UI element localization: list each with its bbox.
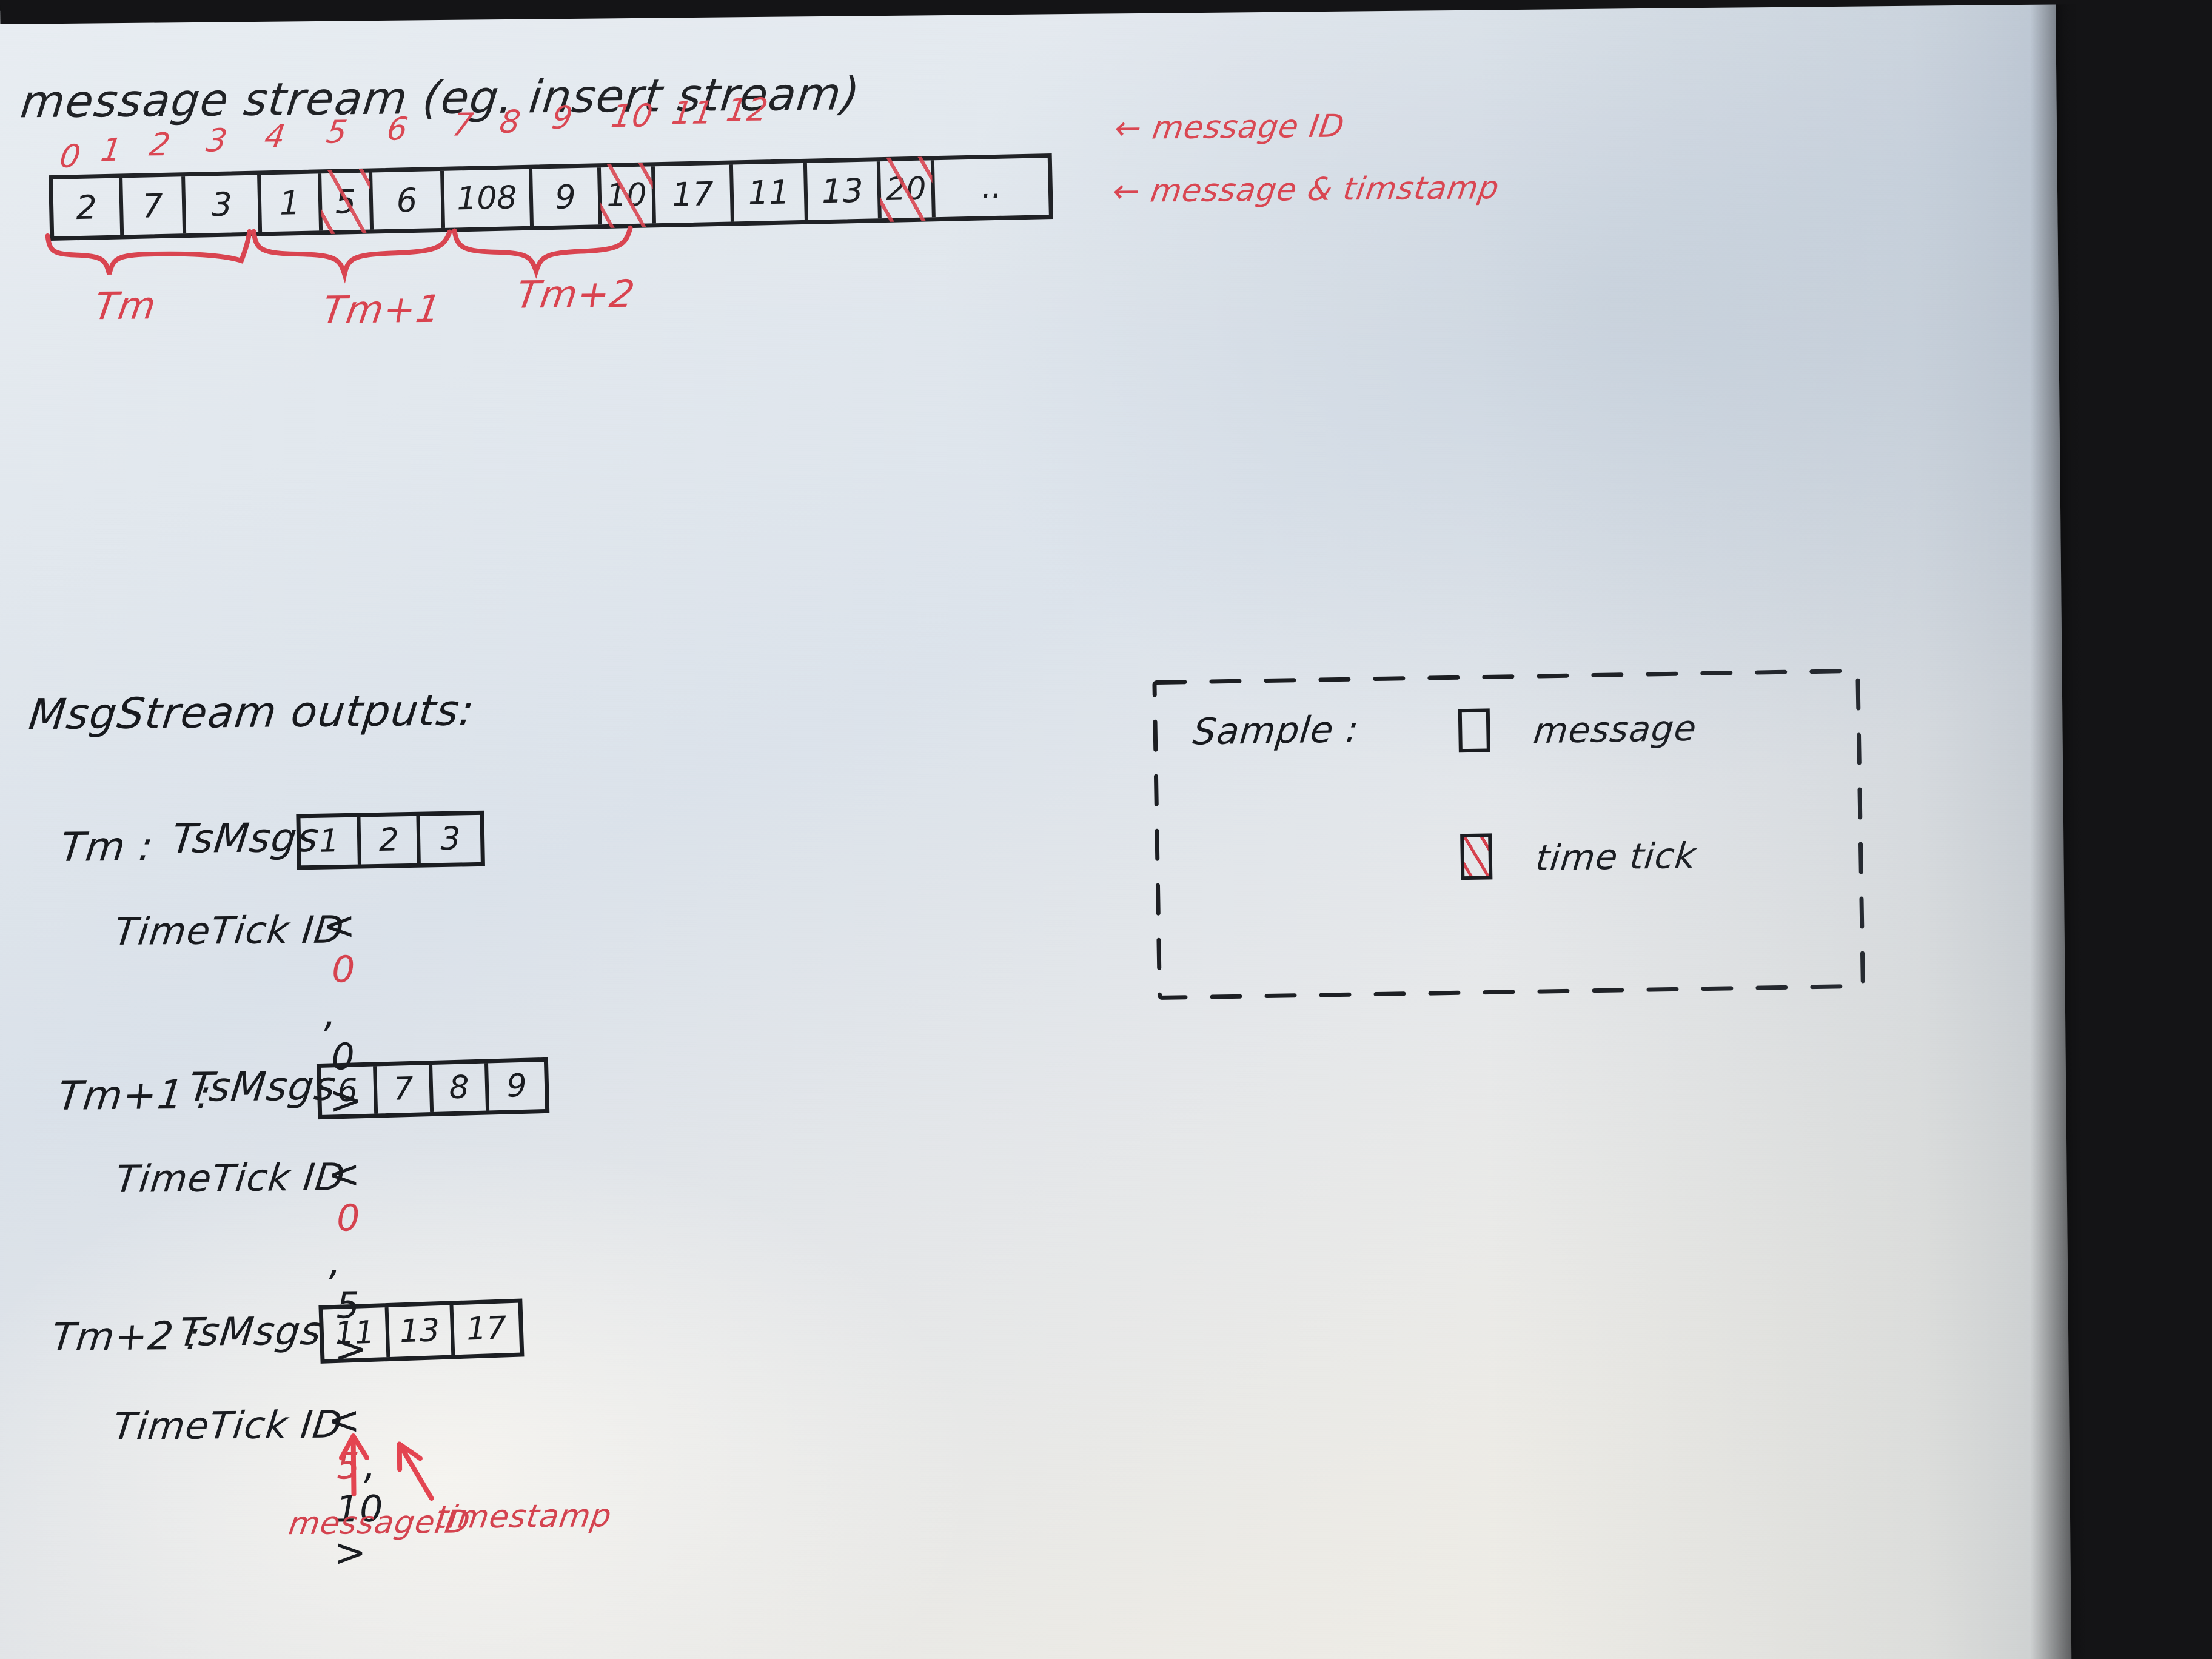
tm1-tick-id: 0: [336, 1197, 361, 1240]
tm1-tick-sep: ,: [328, 1239, 342, 1285]
stream-cell-4-timetick: 5: [321, 172, 374, 231]
brace-tm1: [251, 229, 452, 284]
annotation-message-id: ← message ID: [1112, 108, 1347, 147]
stream-cell-10-value: 11: [747, 172, 791, 212]
outputs-heading: MsgStream outputs:: [26, 685, 478, 740]
stream-index-3: 3: [204, 122, 230, 159]
stream-cell-5-value: 6: [395, 181, 418, 220]
callout-arrow-timestamp: [397, 1441, 434, 1501]
brace-tm2: [452, 225, 633, 279]
output-tm-msg-0-value: 1: [318, 823, 340, 860]
stream-cell-6: 108: [443, 169, 534, 228]
bracket-label-tm: Tm: [92, 283, 159, 329]
stream-cell-3-value: 1: [279, 183, 301, 223]
stream-cell-11-value: 13: [821, 171, 864, 210]
output-tm-msg-0: 1: [300, 817, 361, 866]
stream-index-2: 2: [147, 126, 173, 164]
output-group-tm2-msgs-label: TsMsgs: [176, 1309, 324, 1356]
stream-cell-0-value: 2: [75, 187, 98, 227]
stream-cell-7: 9: [532, 167, 603, 226]
tm2-tick-id: 5: [336, 1445, 361, 1488]
annotation-message-timestamp: ← message & timstamp: [1110, 169, 1502, 210]
output-tm2-msg-0: 11: [323, 1307, 390, 1359]
stream-cell-6-value: 108: [456, 179, 518, 218]
output-group-tm1-msgs-strip: 6 7 8 9: [316, 1057, 550, 1120]
output-group-tm1-msgs-label: TsMsgs: [186, 1062, 339, 1111]
stream-cell-9-value: 17: [671, 174, 714, 214]
output-tm1-msg-0-value: 6: [337, 1072, 358, 1110]
output-tm2-msg-2-value: 17: [466, 1310, 508, 1348]
stream-cell-9: 17: [654, 164, 735, 224]
stream-cell-7-value: 9: [554, 177, 577, 216]
tm2-tick-sep: ,: [363, 1443, 377, 1489]
stream-index-4: 4: [262, 118, 289, 155]
output-tm2-msg-2: 17: [453, 1303, 520, 1355]
output-tm1-msg-0: 6: [321, 1066, 378, 1115]
stream-ellipsis-value: ..: [980, 169, 1002, 206]
stream-cell-2-value: 3: [210, 184, 233, 224]
stream-index-0: 0: [57, 138, 84, 175]
legend-swatch-timetick: [1460, 833, 1493, 880]
output-group-tm2-tick-value: < 5 , 10 >: [327, 1398, 384, 1576]
output-tm-msg-1: 2: [360, 816, 421, 865]
legend-box: Sample : message time tick: [1152, 668, 1865, 1000]
legend-label-message: message: [1531, 707, 1699, 752]
output-tm1-msg-2-value: 8: [448, 1069, 470, 1107]
stream-cell-8-value: 10: [606, 176, 648, 214]
output-group-tm2-msgs-strip: 11 13 17: [318, 1298, 525, 1364]
output-tm2-msg-0-value: 11: [333, 1314, 375, 1353]
callout-label-timestamp: timestamp: [433, 1498, 614, 1536]
output-tm-msg-1-value: 2: [378, 822, 400, 859]
stream-cell-10: 11: [733, 163, 808, 222]
output-group-tm-name: Tm :: [58, 823, 156, 871]
stream-cell-12-timetick: 20: [880, 160, 936, 219]
stream-cell-3: 1: [261, 173, 323, 232]
output-group-tm1-tick-label: TimeTick ID: [113, 1155, 348, 1202]
stream-cell-8-timetick: 10: [601, 166, 656, 225]
output-group-tm2-tick-label: TimeTick ID: [110, 1402, 346, 1449]
output-group-tm-msgs-strip: 1 2 3: [296, 810, 485, 870]
output-tm-msg-2: 3: [420, 815, 481, 863]
output-tm2-msg-1-value: 13: [398, 1312, 441, 1350]
tm1-tick-open: <: [327, 1152, 361, 1198]
message-stream-strip: 2 7 3 1 5 6 108 9 10 17 11 13 20 ..: [49, 153, 1053, 241]
output-tm1-msg-3-value: 9: [506, 1067, 528, 1105]
output-tm1-msg-1-value: 7: [392, 1070, 414, 1108]
output-group-tm-tick-label: TimeTick ID: [112, 907, 347, 954]
legend-dashed-border: [1152, 668, 1865, 1000]
stream-cell-ellipsis: ..: [934, 158, 1049, 217]
bracket-label-tm1: Tm+1: [320, 286, 444, 332]
stream-cell-1-value: 7: [141, 186, 164, 226]
stream-cell-5: 6: [372, 170, 445, 230]
stream-cell-11: 13: [806, 161, 882, 220]
stream-cell-1: 7: [122, 176, 187, 235]
stream-cell-2: 3: [185, 175, 263, 234]
backdrop-right: [2030, 0, 2212, 1659]
stream-index-12: 12: [723, 92, 771, 129]
output-tm-msg-2-value: 3: [440, 820, 461, 858]
output-tm1-msg-3: 9: [488, 1062, 545, 1110]
bracket-label-tm2: Tm+2: [513, 271, 638, 317]
stream-cell-4-value: 5: [335, 182, 357, 221]
paper-sheet: message stream (eg. insert stream) 0 1 2…: [0, 0, 2071, 1659]
stream-cell-12-value: 20: [885, 170, 927, 208]
output-tm1-msg-1: 7: [377, 1064, 434, 1114]
legend-title: Sample :: [1190, 708, 1362, 754]
stream-cell-0: 2: [53, 178, 124, 236]
stream-index-1: 1: [98, 132, 125, 169]
stream-index-11: 11: [669, 95, 717, 132]
stream-index-10: 10: [609, 98, 656, 135]
legend-swatch-message: [1458, 708, 1490, 753]
output-tm2-msg-1: 13: [388, 1305, 455, 1357]
legend-label-timetick: time tick: [1533, 834, 1698, 879]
tm2-tick-open: <: [327, 1398, 361, 1444]
tm-tick-id: 0: [331, 948, 356, 991]
tm-tick-open: <: [323, 903, 357, 949]
tm-tick-sep: ,: [323, 991, 337, 1036]
output-tm1-msg-2: 8: [432, 1063, 490, 1112]
